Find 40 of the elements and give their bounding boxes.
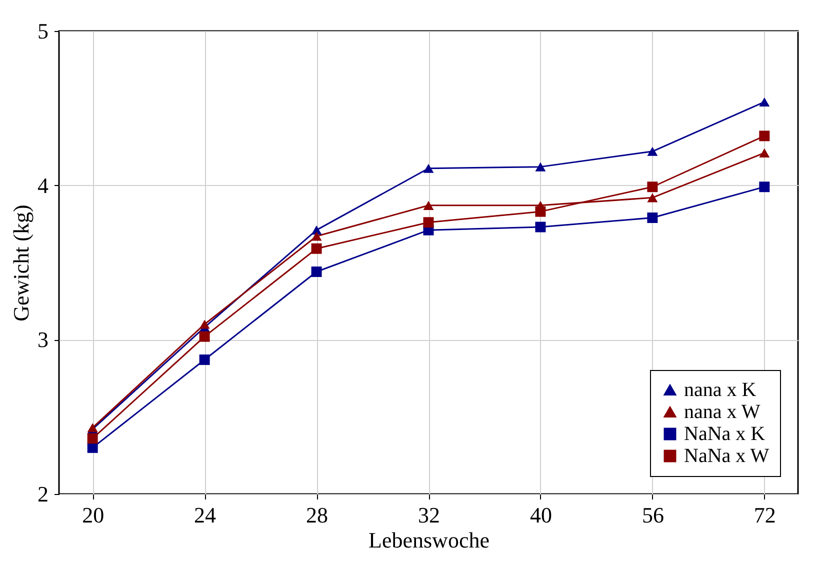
y-axis-title: Gewicht (kg) [8,204,34,322]
y-tick-label: 3 [38,327,48,352]
point [759,148,770,158]
y-tick-label: 5 [38,18,48,44]
point [535,222,546,232]
point [311,266,322,278]
legend-label: nana x W [684,401,760,423]
point [423,164,434,173]
point [759,130,770,142]
point [423,200,434,210]
point [199,320,210,329]
x-tick-label: 40 [530,502,552,528]
x-tick-label: 28 [306,502,328,528]
legend-label: NaNa x K [684,423,766,445]
point [535,162,546,172]
point [647,146,658,156]
point [87,442,98,453]
legend-label: nana x K [684,379,757,401]
y-tick-label: 4 [38,172,48,198]
point [87,433,98,444]
point [199,331,210,342]
y-tick-label: 2 [38,482,48,506]
x-tick-label: 20 [82,502,104,528]
point [647,193,658,202]
x-tick-label: 24 [194,502,216,528]
point [311,243,322,254]
point [423,217,434,228]
point [199,354,210,365]
point [759,97,770,107]
point [647,212,658,223]
point [311,232,322,241]
x-tick-label: 56 [642,502,664,528]
legend-label: NaNa x W [684,445,770,467]
point [759,182,770,192]
x-tick-label: 32 [418,502,440,528]
x-tick-label: 72 [754,502,776,528]
x-axis-title: Lebenswoche [368,528,490,552]
point [647,182,658,192]
point [311,226,322,235]
point [535,206,546,217]
